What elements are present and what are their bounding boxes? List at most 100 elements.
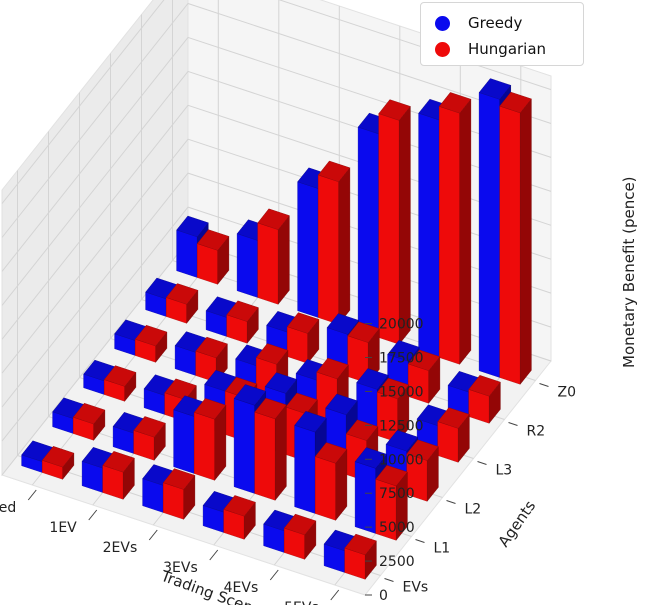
bar-front-face	[315, 456, 336, 521]
bar-top-face	[41, 446, 75, 468]
bar-top-face	[387, 340, 420, 362]
bar-top-face	[286, 312, 320, 334]
bar-top-face	[326, 313, 360, 335]
x-tick-mark	[330, 589, 340, 601]
bar-front-face	[297, 181, 319, 318]
bar-side-face	[399, 105, 411, 345]
bar-top-face	[233, 384, 267, 406]
y-tick-mark	[415, 539, 425, 543]
bar-front-face	[499, 105, 521, 385]
y-tick-label: L1	[434, 541, 451, 557]
bar-top-face	[317, 160, 351, 183]
bar-hungarian-4-0	[283, 513, 317, 560]
bar-hungarian-5-4	[468, 375, 501, 424]
z-tick-label: 2500	[379, 554, 415, 570]
bar-hungarian-2-0	[162, 468, 196, 520]
bar-top-face	[195, 336, 228, 359]
z-tick-label: 20000	[379, 317, 424, 333]
x-tick-label: Isolated	[0, 500, 16, 516]
bar-top-face	[176, 215, 209, 238]
x-tick-mark	[269, 569, 279, 581]
bar-hungarian-0-3	[134, 324, 168, 363]
bar-top-face	[133, 416, 166, 438]
bar-hungarian-0-2	[103, 365, 137, 402]
y-axis-label: Agents	[495, 497, 540, 550]
bar-top-face	[385, 430, 419, 452]
y-tick-mark	[384, 578, 394, 582]
bar-hungarian-3-5	[378, 99, 411, 345]
bar-top-face	[406, 439, 439, 461]
bar-top-face	[193, 398, 227, 420]
y-tick-mark	[477, 461, 487, 465]
x-tick-mark	[209, 549, 219, 561]
bar-hungarian-0-5	[196, 229, 230, 285]
bar-top-face	[285, 392, 318, 415]
bar-top-face	[264, 372, 298, 394]
y-tick-mark	[539, 383, 549, 387]
bar-top-face	[438, 92, 472, 114]
bar-top-face	[325, 393, 358, 416]
bars	[21, 78, 532, 580]
bar-side-face	[275, 404, 287, 501]
bar-side-face	[338, 167, 351, 325]
bar-hungarian-5-0	[344, 533, 377, 580]
bar-front-face	[193, 412, 215, 481]
bar-top-face	[134, 324, 168, 347]
bar-top-face	[103, 365, 137, 387]
y-tick-mark	[508, 422, 518, 426]
bar-front-face	[478, 92, 500, 378]
y-tick-mark	[446, 500, 456, 504]
x-tick-mark	[148, 529, 158, 541]
bar-front-face	[236, 233, 258, 298]
bar-top-face	[162, 468, 196, 490]
bar-top-face	[478, 78, 512, 100]
y-tick-label: R2	[527, 424, 546, 440]
z-tick-label: 5000	[379, 520, 415, 536]
bar-hungarian-2-1	[193, 398, 227, 481]
z-tick-label: 17500	[379, 351, 424, 367]
z-tick-label: 10000	[379, 452, 424, 468]
bar-front-face	[354, 461, 376, 534]
bar-top-face	[468, 375, 501, 397]
z-tick-label: 7500	[379, 486, 415, 502]
bar-top-face	[254, 397, 287, 420]
legend-marker-greedy	[435, 15, 450, 31]
legend-marker-hungarian	[435, 41, 450, 57]
tick-labels: Isolated 1EV 2EVs 3EVs 4EVs 5EVs EVs L1 L2 L3 R2 Z0…	[0, 317, 576, 605]
bar-hungarian-1-5	[257, 208, 290, 305]
bar-hungarian-5-3	[437, 407, 470, 463]
y-tick-label: L3	[496, 463, 513, 479]
bar-front-face	[196, 243, 218, 285]
bar-hungarian-2-5	[317, 160, 351, 325]
bar-top-face	[437, 407, 470, 429]
bar-front-face	[318, 174, 339, 325]
bar-hungarian-3-1	[254, 397, 287, 501]
z-tick-label: 0	[379, 588, 388, 604]
legend-entry-greedy: Greedy	[435, 12, 522, 34]
bar-hungarian-1-4	[226, 300, 259, 344]
bar-hungarian-5-1	[375, 464, 408, 541]
y-tick-label: EVs	[403, 580, 429, 596]
z-tick-label: 12500	[379, 418, 424, 434]
bar-front-face	[439, 106, 460, 365]
bar-side-face	[278, 215, 290, 305]
bar-top-face	[314, 442, 348, 464]
legend-entry-hungarian: Hungarian	[435, 38, 546, 60]
bar-top-face	[102, 451, 135, 473]
bar-hungarian-1-0	[102, 451, 135, 500]
bar-hungarian-4-1	[314, 442, 348, 521]
bar-hungarian-4-5	[438, 92, 472, 365]
bar-hungarian-4-4	[407, 349, 441, 404]
x-axis-label: Trading Scenario	[158, 567, 283, 605]
bar-hungarian-3-0	[223, 495, 256, 540]
bar-top-face	[283, 513, 317, 536]
bar-hungarian-0-4	[165, 283, 199, 324]
bar-hungarian-5-2	[406, 439, 439, 502]
z-tick-label: 15000	[379, 384, 424, 400]
x-tick-label: 4EVs	[224, 580, 259, 596]
bar-front-face	[378, 113, 400, 345]
bar-top-face	[354, 447, 388, 469]
y-tick-label: Z0	[558, 385, 577, 401]
bar-side-face	[520, 98, 532, 385]
